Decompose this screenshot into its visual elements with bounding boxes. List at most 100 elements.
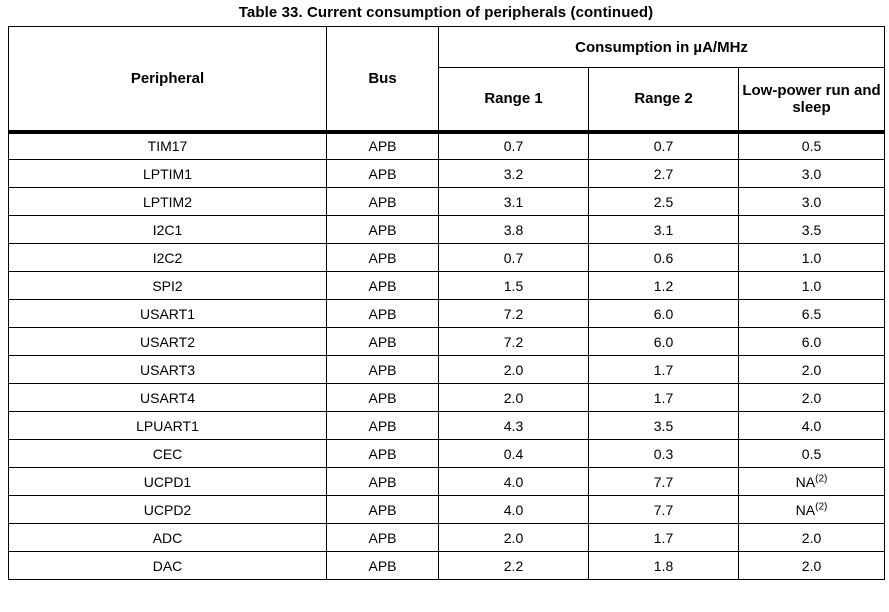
range1-cell: 0.7 [438, 243, 589, 272]
low-power-cell: 1.0 [737, 271, 886, 300]
range1-cell: 7.2 [438, 299, 589, 328]
low-power-cell: 2.0 [737, 383, 886, 412]
peripheral-cell: I2C1 [8, 215, 327, 244]
table-row: I2C2 APB 0.7 0.6 1.0 [8, 243, 886, 272]
bus-cell: APB [326, 215, 439, 244]
range1-cell: 1.5 [438, 271, 589, 300]
table-row: UCPD1 APB 4.0 7.7 NA(2) [8, 467, 886, 496]
table-row: LPTIM1 APB 3.2 2.7 3.0 [8, 159, 886, 188]
low-power-value: 3.5 [801, 221, 822, 238]
range1-cell: 3.1 [438, 187, 589, 216]
range1-cell: 2.0 [438, 523, 589, 552]
range2-cell: 2.7 [588, 159, 739, 188]
range2-cell: 1.7 [588, 383, 739, 412]
table-row: TIM17 APB 0.7 0.7 0.5 [8, 129, 886, 160]
range2-cell: 1.8 [588, 551, 739, 580]
peripheral-cell: CEC [8, 439, 327, 468]
bus-cell: APB [326, 383, 439, 412]
range1-cell: 4.0 [438, 495, 589, 524]
bus-cell: APB [326, 327, 439, 356]
range1-cell: 2.2 [438, 551, 589, 580]
low-power-cell: NA(2) [737, 495, 886, 524]
low-power-cell: 2.0 [737, 355, 886, 384]
peripheral-cell: LPTIM2 [8, 187, 327, 216]
range2-cell: 0.7 [588, 129, 739, 160]
low-power-cell: 0.5 [737, 129, 886, 160]
low-power-cell: 3.0 [737, 159, 886, 188]
low-power-value: 4.0 [801, 417, 822, 434]
peripheral-cell: UCPD1 [8, 467, 327, 496]
low-power-cell: 2.0 [737, 523, 886, 552]
table-title: Table 33. Current consumption of periphe… [238, 4, 654, 21]
bus-cell: APB [326, 551, 439, 580]
range2-cell: 6.0 [588, 299, 739, 328]
table-row: USART1 APB 7.2 6.0 6.5 [8, 299, 886, 328]
low-power-cell: 6.0 [737, 327, 886, 356]
low-power-value: NA [795, 501, 816, 518]
range2-cell: 7.7 [588, 495, 739, 524]
range1-cell: 4.0 [438, 467, 589, 496]
low-power-cell: 1.0 [737, 243, 886, 272]
range2-cell: 7.7 [588, 467, 739, 496]
range1-cell: 3.2 [438, 159, 589, 188]
range1-cell: 7.2 [438, 327, 589, 356]
low-power-value: 1.0 [801, 277, 822, 294]
range1-cell: 0.4 [438, 439, 589, 468]
bus-cell: APB [326, 299, 439, 328]
low-power-cell: NA(2) [737, 467, 886, 496]
low-power-value: 2.0 [801, 361, 822, 378]
peripheral-cell: USART2 [8, 327, 327, 356]
peripheral-cell: USART4 [8, 383, 327, 412]
low-power-value: 0.5 [801, 138, 822, 155]
table-row: CEC APB 0.4 0.3 0.5 [8, 439, 886, 468]
peripheral-cell: I2C2 [8, 243, 327, 272]
bus-cell: APB [326, 439, 439, 468]
range2-cell: 1.2 [588, 271, 739, 300]
low-power-value: 0.5 [801, 445, 822, 462]
bus-cell: APB [326, 523, 439, 552]
table-row: ADC APB 2.0 1.7 2.0 [8, 523, 886, 552]
peripheral-cell: USART1 [8, 299, 327, 328]
header-low-power: Low-power run and sleep [737, 67, 886, 132]
bus-cell: APB [326, 243, 439, 272]
table-row: LPTIM2 APB 3.1 2.5 3.0 [8, 187, 886, 216]
table-row: SPI2 APB 1.5 1.2 1.0 [8, 271, 886, 300]
range2-cell: 1.7 [588, 355, 739, 384]
bus-cell: APB [326, 355, 439, 384]
range2-cell: 0.6 [588, 243, 739, 272]
range2-cell: 3.5 [588, 411, 739, 440]
bus-cell: APB [326, 467, 439, 496]
footnote-ref: (2) [815, 472, 828, 484]
low-power-cell: 6.5 [737, 299, 886, 328]
consumption-table: Peripheral Bus Consumption in µA/MHz Ran… [8, 26, 886, 580]
bus-cell: APB [326, 159, 439, 188]
peripheral-cell: SPI2 [8, 271, 327, 300]
bus-cell: APB [326, 271, 439, 300]
low-power-value: 6.0 [801, 333, 822, 350]
peripheral-cell: LPTIM1 [8, 159, 327, 188]
range1-cell: 4.3 [438, 411, 589, 440]
table-row: USART2 APB 7.2 6.0 6.0 [8, 327, 886, 356]
low-power-value: NA [795, 473, 816, 490]
peripheral-cell: ADC [8, 523, 327, 552]
header-consumption-group: Consumption in µA/MHz [437, 26, 886, 68]
low-power-value: 3.0 [801, 165, 822, 182]
range1-cell: 2.0 [438, 355, 589, 384]
range2-cell: 1.7 [588, 523, 739, 552]
low-power-cell: 2.0 [737, 551, 886, 580]
peripheral-cell: DAC [8, 551, 327, 580]
bus-cell: APB [326, 129, 439, 160]
low-power-cell: 3.0 [737, 187, 886, 216]
header-range2: Range 2 [588, 67, 739, 132]
range2-cell: 6.0 [588, 327, 739, 356]
range1-cell: 0.7 [438, 129, 589, 160]
peripheral-cell: LPUART1 [8, 411, 327, 440]
peripheral-cell: USART3 [8, 355, 327, 384]
table-header: Peripheral Bus Consumption in µA/MHz Ran… [8, 26, 886, 132]
low-power-value: 2.0 [801, 529, 822, 546]
footnote-ref: (2) [815, 500, 828, 512]
table-row: UCPD2 APB 4.0 7.7 NA(2) [8, 495, 886, 524]
low-power-value: 6.5 [801, 305, 822, 322]
low-power-cell: 3.5 [737, 215, 886, 244]
